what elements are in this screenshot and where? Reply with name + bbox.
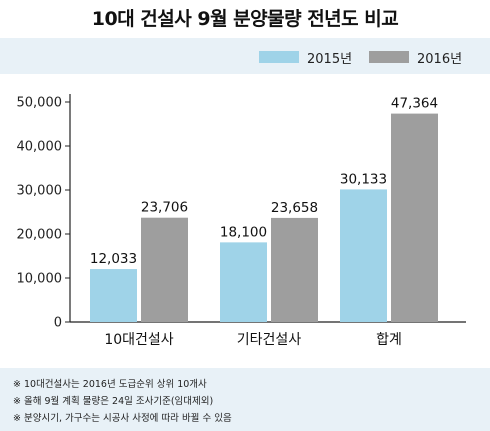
bar-chart: 0 10,000 20,000 30,000 40,000 50,000 12,033 23,… xyxy=(17,94,466,348)
x-category-label: 10대건설사 xyxy=(104,332,173,348)
bar xyxy=(271,217,318,322)
footnote-2: ※ 올해 9월 계획 물량은 24일 조사기준(임대제외) xyxy=(13,396,214,407)
x-category-label: 합계 xyxy=(376,332,402,348)
footnotes: ※ 10대건설사는 2016년 도급순위 상위 10개사 ※ 올해 9월 계획 … xyxy=(0,368,490,431)
bar-value-label: 23,658 xyxy=(271,200,318,216)
y-tick-label: 50,000 xyxy=(17,96,63,111)
y-tick-label: 10,000 xyxy=(17,272,63,287)
x-category-label: 기타건설사 xyxy=(237,332,302,348)
legend-label-2015: 2015년 xyxy=(307,52,353,67)
bar-value-label: 30,133 xyxy=(340,171,387,187)
bar-value-label: 47,364 xyxy=(391,96,438,112)
legend-label-2016: 2016년 xyxy=(417,52,463,67)
bar xyxy=(141,217,188,322)
legend-swatch-2016 xyxy=(369,51,409,63)
bar-value-label: 12,033 xyxy=(90,251,137,267)
legend-swatch-2015 xyxy=(259,51,299,63)
y-tick-label: 0 xyxy=(54,316,62,331)
bar xyxy=(90,269,137,322)
bar-value-label: 18,100 xyxy=(220,224,267,240)
y-tick-label: 30,000 xyxy=(17,184,63,199)
chart-title: 10대 건설사 9월 분양물량 전년도 비교 xyxy=(91,8,399,30)
y-tick-label: 40,000 xyxy=(17,140,63,155)
legend: 2015년 2016년 xyxy=(0,38,490,74)
bar xyxy=(220,242,267,322)
bar xyxy=(340,189,387,322)
bar xyxy=(391,113,438,322)
y-tick-label: 20,000 xyxy=(17,228,63,243)
footnote-3: ※ 분양시기, 가구수는 시공사 사정에 따라 바뀔 수 있음 xyxy=(13,413,232,424)
bar-value-label: 23,706 xyxy=(141,200,188,216)
footnote-1: ※ 10대건설사는 2016년 도급순위 상위 10개사 xyxy=(13,379,207,390)
